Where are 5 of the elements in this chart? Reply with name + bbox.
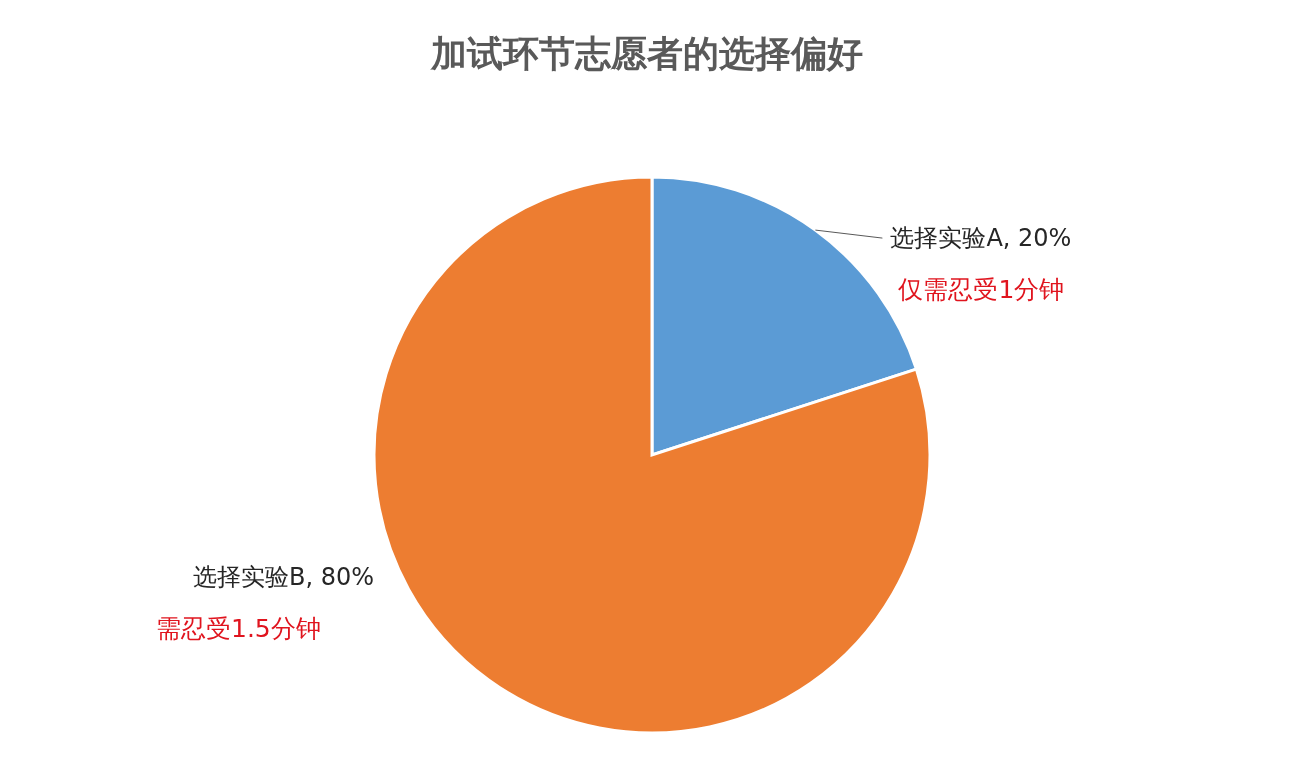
chart-title: 加试环节志愿者的选择偏好 [429, 32, 864, 76]
text: 需忍受1.5分钟 [156, 613, 321, 643]
text: 仅需忍受1分钟 [898, 275, 1065, 305]
slice-label: 选择实验B, 80% [192, 562, 374, 591]
slice-label: 选择实验A, 20% [890, 224, 1072, 253]
